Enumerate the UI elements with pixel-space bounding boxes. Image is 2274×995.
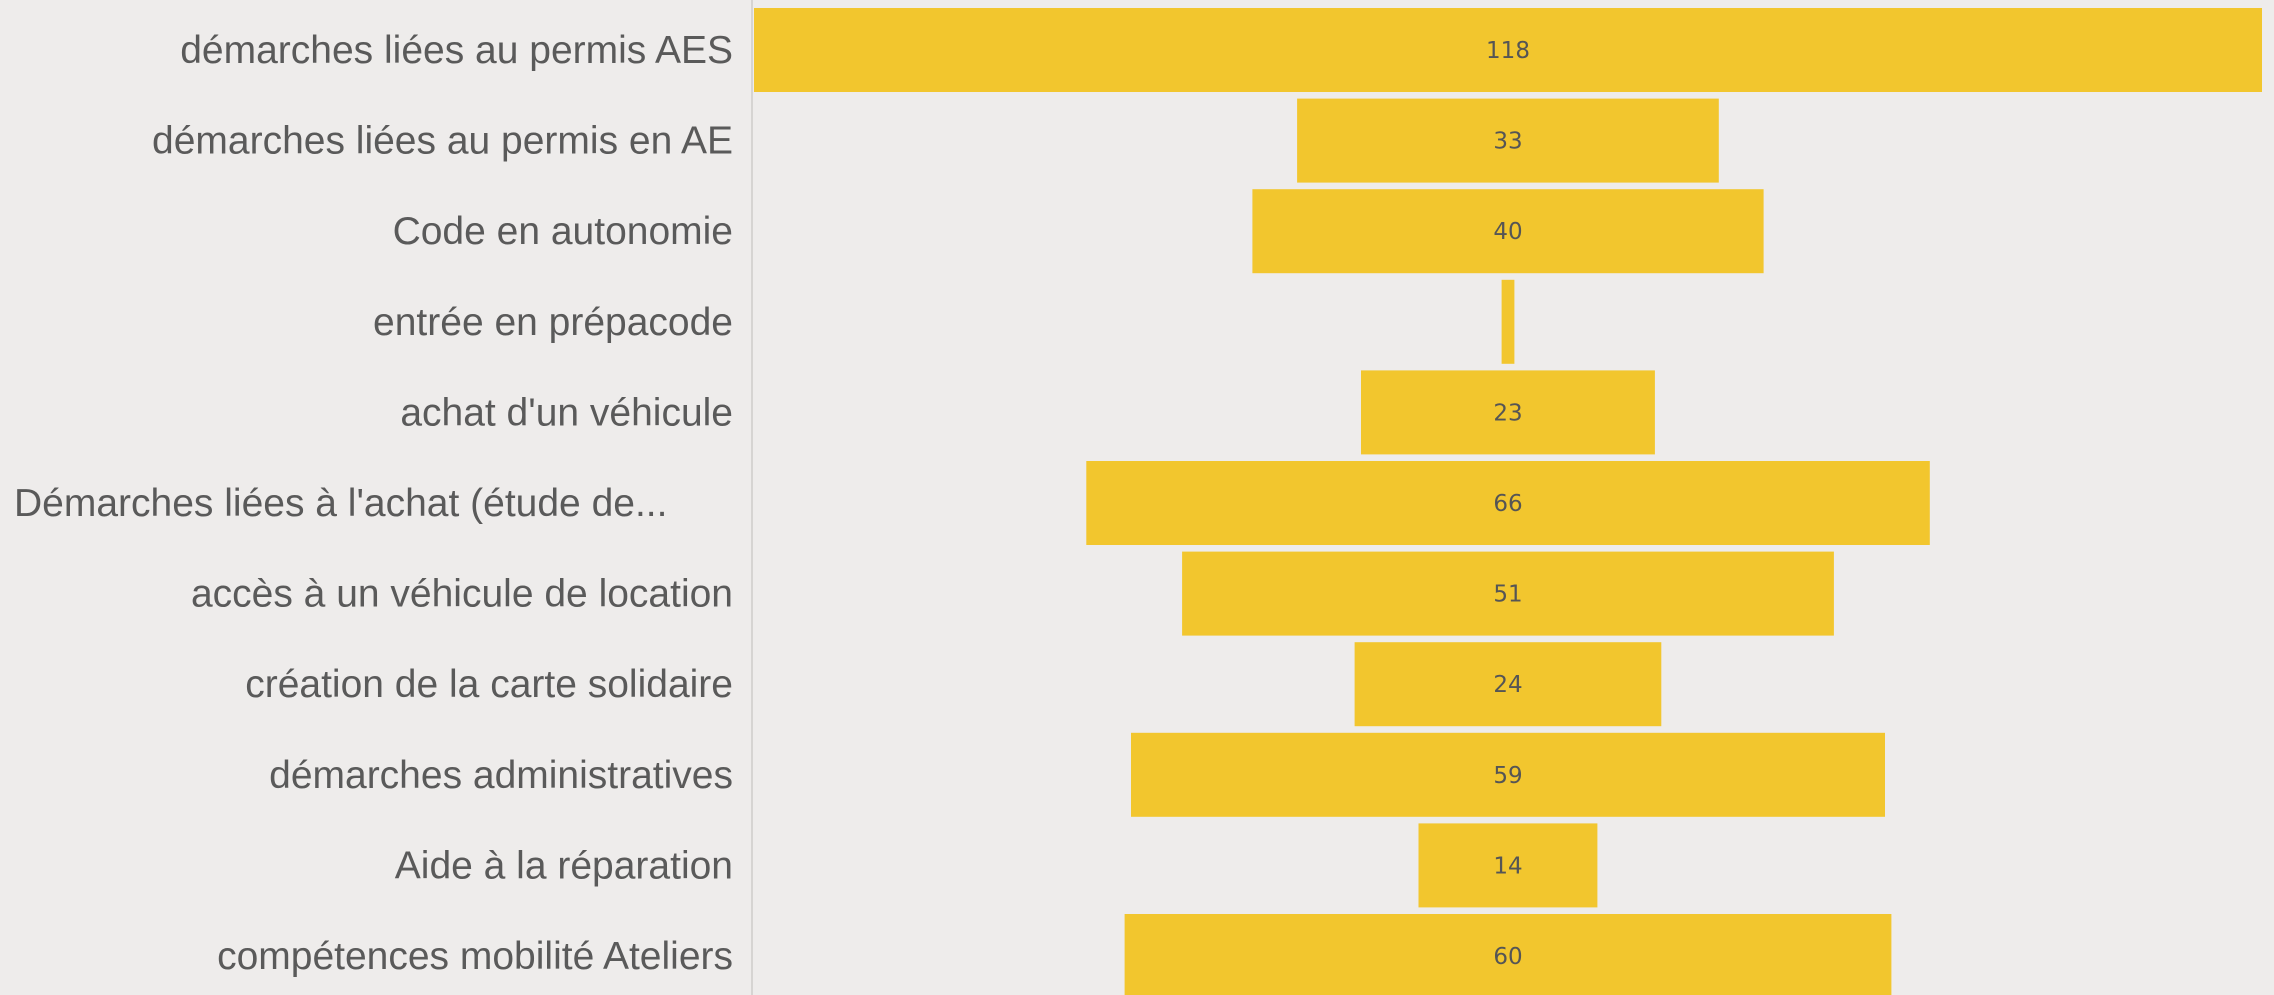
bar <box>1252 189 1764 274</box>
category-label: achat d'un véhicule <box>400 391 733 434</box>
data-label: 23 <box>1493 400 1522 426</box>
category-label: Démarches liées à l'achat (étude de... <box>14 482 667 525</box>
category-label: Aide à la réparation <box>395 844 733 887</box>
bar <box>1354 642 1662 727</box>
data-label: 59 <box>1493 763 1522 789</box>
category-label: entrée en prépacode <box>373 301 733 344</box>
data-label: 51 <box>1493 582 1522 608</box>
category-label: Code en autonomie <box>393 210 733 253</box>
bar <box>1124 914 1892 995</box>
bar <box>754 8 2262 92</box>
category-label: accès à un véhicule de location <box>191 573 733 616</box>
data-label: 24 <box>1493 672 1522 698</box>
bars-layer <box>754 8 2262 995</box>
category-label: compétences mobilité Ateliers <box>217 935 733 978</box>
bar <box>1418 823 1598 908</box>
bar <box>1361 370 1655 455</box>
category-labels: démarches liées au permis AES démarches l… <box>14 29 733 978</box>
data-label: 33 <box>1493 129 1522 155</box>
category-label: démarches liées au permis AES <box>180 29 733 72</box>
bar <box>1297 98 1719 183</box>
data-label: 60 <box>1493 944 1522 970</box>
category-label: création de la carte solidaire <box>245 663 733 706</box>
data-label: 14 <box>1493 853 1522 879</box>
data-label: 66 <box>1493 491 1522 517</box>
bar <box>1131 732 1885 817</box>
data-label: 40 <box>1493 219 1522 245</box>
bar <box>1182 551 1834 636</box>
category-label: démarches administratives <box>269 754 733 797</box>
bar <box>1501 279 1515 364</box>
category-label: démarches liées au permis en AE <box>152 120 733 163</box>
bar <box>1086 461 1930 545</box>
data-label: 118 <box>1486 38 1530 64</box>
value-labels: 118 33 40 23 66 51 24 59 14 60 <box>1486 38 1530 970</box>
